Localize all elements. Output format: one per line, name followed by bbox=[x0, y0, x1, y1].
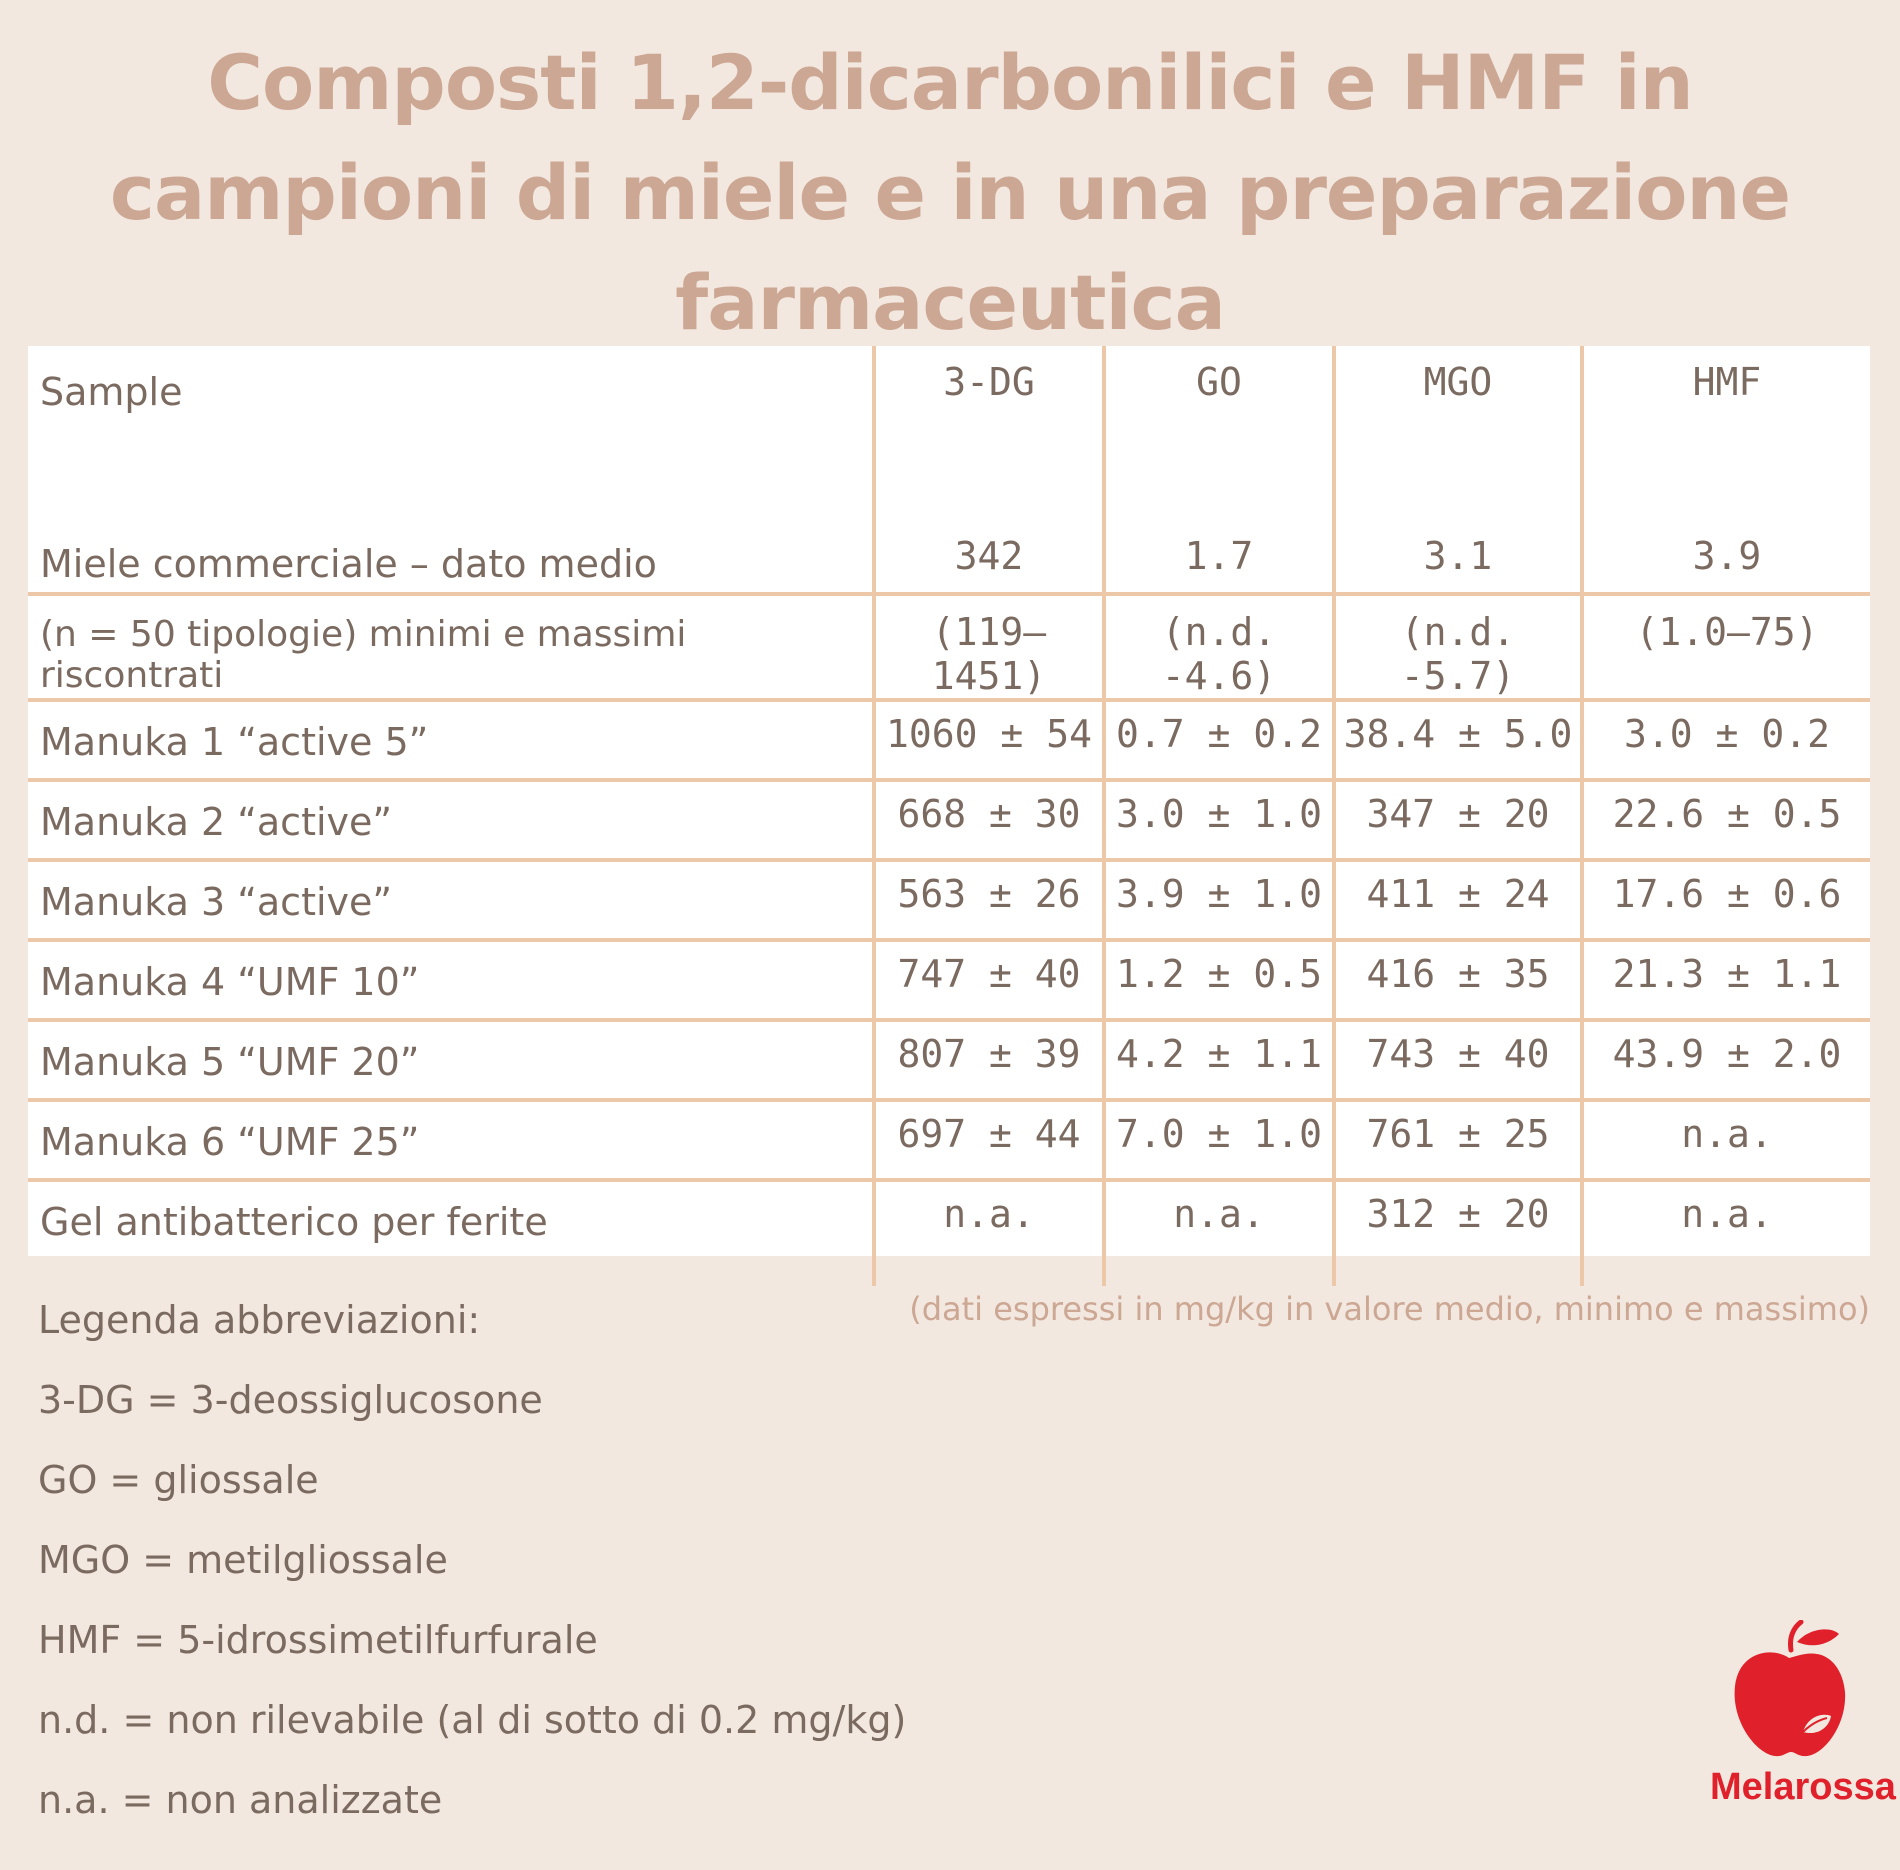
cell-value: n.a. bbox=[1580, 1178, 1870, 1286]
table-header-row: Sample Miele commerciale – dato medio 3-… bbox=[28, 346, 1870, 594]
row-label: Manuka 5 “UMF 20” bbox=[28, 1018, 874, 1100]
header-cell-mgo: MGO 3.1 bbox=[1332, 346, 1582, 594]
data-table: Sample Miele commerciale – dato medio 3-… bbox=[28, 346, 1870, 1286]
cell-value: n.a. bbox=[1102, 1178, 1334, 1286]
cell-value: (n.d. -4.6) bbox=[1102, 592, 1334, 700]
cell-value: 411 ± 24 bbox=[1332, 858, 1582, 940]
table-row: Manuka 4 “UMF 10” 747 ± 40 1.2 ± 0.5 416… bbox=[28, 938, 1870, 1020]
header-cell-go: GO 1.7 bbox=[1102, 346, 1334, 594]
row-label: Manuka 3 “active” bbox=[28, 858, 874, 940]
table-row: Manuka 3 “active” 563 ± 26 3.9 ± 1.0 411… bbox=[28, 858, 1870, 940]
avg-value: 1.7 bbox=[1184, 534, 1254, 578]
cell-value: 43.9 ± 2.0 bbox=[1580, 1018, 1870, 1100]
apple-icon bbox=[1734, 1620, 1846, 1757]
cell-value: 4.2 ± 1.1 bbox=[1102, 1018, 1334, 1100]
cell-value: 416 ± 35 bbox=[1332, 938, 1582, 1020]
legend-item: HMF = 5-idrossimetilfurfurale bbox=[38, 1618, 598, 1662]
avg-value: 3.1 bbox=[1423, 534, 1493, 578]
table-row: Gel antibatterico per ferite n.a. n.a. 3… bbox=[28, 1178, 1870, 1286]
cell-value: 3.0 ± 0.2 bbox=[1580, 698, 1870, 780]
row-label: Manuka 2 “active” bbox=[28, 778, 874, 860]
header-hmf: HMF bbox=[1692, 360, 1762, 404]
table-row-range: (n = 50 tipologie) minimi e massimi risc… bbox=[28, 592, 1870, 700]
cell-value: 347 ± 20 bbox=[1332, 778, 1582, 860]
legend-item: GO = gliossale bbox=[38, 1458, 319, 1502]
cell-value: 761 ± 25 bbox=[1332, 1098, 1582, 1180]
cell-value: (119–1451) bbox=[872, 592, 1104, 700]
cell-value: 668 ± 30 bbox=[872, 778, 1104, 860]
legend-item: MGO = metilgliossale bbox=[38, 1538, 448, 1582]
cell-value: 7.0 ± 1.0 bbox=[1102, 1098, 1334, 1180]
table-row: Manuka 5 “UMF 20” 807 ± 39 4.2 ± 1.1 743… bbox=[28, 1018, 1870, 1100]
cell-value: 747 ± 40 bbox=[872, 938, 1104, 1020]
row-label: Gel antibatterico per ferite bbox=[28, 1178, 874, 1286]
brand-logo: Melarossa bbox=[1710, 1620, 1896, 1809]
cell-value: 21.3 ± 1.1 bbox=[1580, 938, 1870, 1020]
cell-value: (n.d. -5.7) bbox=[1332, 592, 1582, 700]
legend-item: n.d. = non rilevabile (al di sotto di 0.… bbox=[38, 1698, 907, 1742]
legend-item: n.a. = non analizzate bbox=[38, 1778, 443, 1822]
cell-value: 1060 ± 54 bbox=[872, 698, 1104, 780]
brand-name: Melarossa bbox=[1710, 1766, 1896, 1808]
page-title: Composti 1,2-dicarbonilici e HMF in camp… bbox=[109, 38, 1791, 347]
cell-value: 17.6 ± 0.6 bbox=[1580, 858, 1870, 940]
header-3dg: 3-DG bbox=[943, 360, 1035, 404]
legend: Legenda abbreviazioni: 3-DG = 3-deossigl… bbox=[38, 1280, 906, 1840]
header-sample: Sample bbox=[40, 370, 183, 414]
row-label: Manuka 4 “UMF 10” bbox=[28, 938, 874, 1020]
header-cell-3dg: 3-DG 342 bbox=[872, 346, 1104, 594]
header-go: GO bbox=[1196, 360, 1242, 404]
header-cell-hmf: HMF 3.9 bbox=[1580, 346, 1870, 594]
cell-value: 807 ± 39 bbox=[872, 1018, 1104, 1100]
avg-value: 342 bbox=[954, 534, 1024, 578]
header-cell-sample: Sample Miele commerciale – dato medio bbox=[28, 346, 874, 594]
cell-value: 312 ± 20 bbox=[1332, 1178, 1582, 1286]
cell-value: 697 ± 44 bbox=[872, 1098, 1104, 1180]
legend-title: Legenda abbreviazioni: bbox=[38, 1298, 481, 1342]
cell-value: n.a. bbox=[1580, 1098, 1870, 1180]
cell-value: n.a. bbox=[872, 1178, 1104, 1286]
cell-value: 3.9 ± 1.0 bbox=[1102, 858, 1334, 940]
units-note: (dati espressi in mg/kg in valore medio,… bbox=[909, 1290, 1870, 1328]
avg-value: 3.9 bbox=[1692, 534, 1762, 578]
cell-value: 0.7 ± 0.2 bbox=[1102, 698, 1334, 780]
legend-item: 3-DG = 3-deossiglucosone bbox=[38, 1378, 543, 1422]
avg-row-label: Miele commerciale – dato medio bbox=[40, 542, 657, 586]
cell-value: (1.0–75) bbox=[1580, 592, 1870, 700]
cell-value: 3.0 ± 1.0 bbox=[1102, 778, 1334, 860]
row-label: Manuka 1 “active 5” bbox=[28, 698, 874, 780]
table-row: Manuka 6 “UMF 25” 697 ± 44 7.0 ± 1.0 761… bbox=[28, 1098, 1870, 1180]
row-label: (n = 50 tipologie) minimi e massimi risc… bbox=[28, 592, 874, 700]
cell-value: 38.4 ± 5.0 bbox=[1332, 698, 1582, 780]
header-mgo: MGO bbox=[1423, 360, 1493, 404]
cell-value: 22.6 ± 0.5 bbox=[1580, 778, 1870, 860]
table-row: Manuka 1 “active 5” 1060 ± 54 0.7 ± 0.2 … bbox=[28, 698, 1870, 780]
row-label: Manuka 6 “UMF 25” bbox=[28, 1098, 874, 1180]
cell-value: 743 ± 40 bbox=[1332, 1018, 1582, 1100]
cell-value: 1.2 ± 0.5 bbox=[1102, 938, 1334, 1020]
table-row: Manuka 2 “active” 668 ± 30 3.0 ± 1.0 347… bbox=[28, 778, 1870, 860]
cell-value: 563 ± 26 bbox=[872, 858, 1104, 940]
